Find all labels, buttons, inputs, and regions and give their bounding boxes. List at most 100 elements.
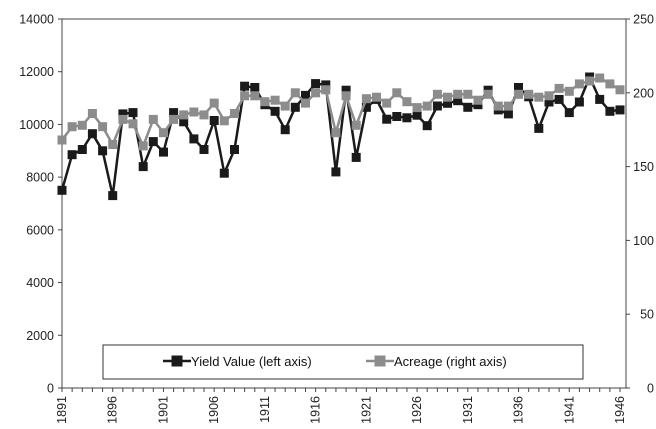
data-point-yield [615, 105, 625, 115]
data-point-acreage [483, 89, 493, 99]
data-point-yield [250, 83, 260, 92]
data-point-acreage [595, 73, 605, 83]
data-point-yield [554, 94, 564, 104]
data-point-acreage [412, 103, 422, 113]
data-point-acreage [585, 76, 595, 86]
data-point-yield [361, 102, 371, 112]
data-point-acreage [615, 85, 625, 95]
data-point-acreage [98, 122, 108, 132]
data-point-acreage [179, 110, 189, 120]
y-axis-right-ticks: 0 50 100 150 200 250 [626, 13, 654, 396]
data-point-acreage [392, 88, 402, 98]
data-point-yield [199, 145, 209, 154]
data-point-acreage [503, 101, 513, 111]
data-point-yield [402, 113, 412, 123]
y-right-tick-label: 50 [640, 308, 654, 322]
data-point-yield [128, 108, 138, 118]
data-point-yield [544, 97, 554, 107]
x-tick-label: 1911 [258, 396, 272, 423]
data-point-yield [159, 147, 168, 157]
data-point-acreage [219, 116, 229, 126]
data-point-acreage [544, 91, 554, 101]
x-tick-label: 1941 [562, 396, 576, 424]
data-point-yield [503, 109, 513, 119]
data-point-acreage [199, 110, 209, 120]
data-point-yield [230, 145, 239, 154]
x-axis-ticks: 1891 1896 1901 1906 1911 1916 1921 1926 1931 1936… [55, 388, 627, 424]
x-tick-label: 1921 [359, 396, 373, 424]
data-point-acreage [534, 92, 544, 102]
data-point-yield [311, 79, 321, 89]
data-point-acreage [128, 119, 138, 129]
y-right-tick-label: 150 [633, 160, 654, 174]
data-point-acreage [514, 89, 523, 99]
x-tick-label: 1931 [461, 396, 475, 424]
y-left-tick-label: 6000 [26, 223, 54, 237]
data-point-acreage [138, 141, 148, 151]
data-point-yield [77, 145, 87, 154]
data-point-acreage [240, 91, 250, 101]
x-tick-label: 1926 [410, 396, 424, 424]
data-point-yield [412, 110, 422, 120]
y-left-tick-label: 8000 [26, 171, 54, 185]
data-point-yield [301, 90, 310, 100]
data-point-acreage [290, 88, 300, 98]
data-point-yield [148, 137, 158, 147]
data-point-yield [534, 123, 544, 133]
data-point-yield [331, 167, 341, 177]
data-point-acreage [554, 83, 564, 93]
data-point-acreage [463, 89, 473, 99]
data-point-yield [87, 129, 97, 139]
y-right-tick-label: 250 [633, 13, 654, 27]
data-point-yield [574, 97, 584, 107]
data-point-acreage [159, 128, 168, 138]
y-left-tick-label: 10000 [19, 118, 54, 132]
data-point-acreage [402, 97, 412, 107]
data-point-yield [57, 185, 67, 195]
y-left-tick-label: 4000 [26, 276, 54, 290]
data-point-yield [209, 116, 219, 125]
data-point-acreage [270, 95, 280, 105]
data-point-yield [605, 106, 615, 116]
y-left-tick-label: 2000 [26, 329, 54, 343]
data-point-acreage [422, 101, 432, 111]
series-layer [57, 72, 625, 201]
data-point-acreage [118, 114, 128, 124]
data-point-acreage [524, 89, 534, 99]
data-point-acreage [372, 92, 381, 102]
data-point-acreage [148, 114, 158, 124]
data-point-acreage [189, 107, 199, 117]
data-point-acreage [301, 98, 310, 108]
x-tick-label: 1891 [55, 396, 69, 424]
data-point-acreage [87, 109, 97, 118]
data-point-acreage [230, 109, 239, 118]
data-point-yield [189, 134, 199, 144]
data-point-yield [280, 125, 290, 135]
legend-marker-yield [171, 355, 183, 367]
data-point-acreage [311, 88, 321, 98]
data-point-acreage [280, 101, 290, 111]
data-point-acreage [57, 135, 67, 145]
data-point-acreage [605, 79, 615, 89]
data-point-yield [67, 150, 77, 160]
data-point-yield [463, 102, 473, 112]
y-right-tick-label: 200 [633, 86, 654, 100]
data-point-yield [564, 108, 574, 118]
data-point-acreage [260, 97, 270, 107]
legend-label-yield: Yield Value (left axis) [191, 354, 312, 369]
data-point-acreage [331, 128, 341, 138]
data-point-acreage [250, 91, 260, 101]
x-tick-label: 1946 [613, 396, 627, 424]
data-point-acreage [493, 101, 503, 111]
data-point-yield [118, 109, 128, 119]
data-point-acreage [209, 98, 219, 108]
x-tick-label: 1936 [512, 396, 526, 424]
data-point-acreage [361, 94, 371, 104]
x-tick-label: 1896 [106, 396, 120, 424]
data-point-yield [595, 94, 605, 104]
data-point-yield [270, 106, 280, 116]
data-point-acreage [473, 95, 483, 105]
data-point-yield [138, 162, 148, 172]
data-point-yield [240, 81, 250, 91]
